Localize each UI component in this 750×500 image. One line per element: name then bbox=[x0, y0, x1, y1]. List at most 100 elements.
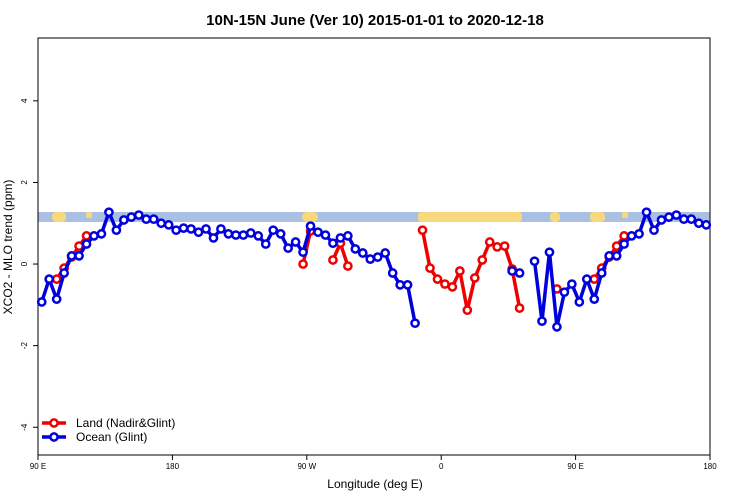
point bbox=[74, 251, 84, 261]
point bbox=[156, 218, 167, 229]
land-patch bbox=[52, 212, 66, 222]
plot-frame bbox=[37, 37, 711, 456]
point bbox=[604, 251, 615, 261]
x-tick-label: 90 W bbox=[297, 462, 316, 471]
point bbox=[335, 233, 346, 243]
point bbox=[559, 287, 570, 298]
point bbox=[96, 229, 107, 239]
point bbox=[305, 221, 316, 231]
point bbox=[36, 297, 47, 307]
point bbox=[581, 274, 592, 284]
point bbox=[664, 212, 674, 222]
point bbox=[343, 261, 353, 271]
point bbox=[686, 214, 697, 225]
point bbox=[492, 242, 503, 252]
point bbox=[656, 215, 667, 225]
y-tick-label: 2 bbox=[20, 180, 29, 185]
point bbox=[186, 224, 196, 234]
point bbox=[201, 224, 211, 234]
point bbox=[357, 248, 368, 258]
series-line bbox=[40, 210, 707, 329]
legend-label: Land (Nadir&Glint) bbox=[76, 416, 175, 430]
land-patch bbox=[590, 212, 605, 222]
point bbox=[679, 214, 689, 225]
x-tick-label: 180 bbox=[703, 462, 717, 471]
point bbox=[507, 266, 517, 276]
point bbox=[477, 255, 488, 265]
point bbox=[440, 279, 450, 289]
point bbox=[619, 231, 629, 241]
land-patch bbox=[550, 212, 560, 222]
point bbox=[328, 255, 338, 265]
map-strip bbox=[38, 212, 710, 222]
point bbox=[328, 238, 338, 249]
point bbox=[402, 280, 413, 290]
point bbox=[268, 225, 279, 236]
point bbox=[417, 225, 428, 236]
point bbox=[148, 214, 159, 225]
point bbox=[514, 303, 525, 313]
y-tick-label: -4 bbox=[20, 423, 29, 431]
point bbox=[253, 231, 264, 241]
point bbox=[290, 237, 301, 247]
legend-marker bbox=[49, 418, 59, 428]
point bbox=[626, 231, 637, 241]
x-tick-label: 90 E bbox=[30, 462, 46, 471]
point bbox=[462, 305, 473, 316]
legend-marker bbox=[49, 432, 59, 442]
point bbox=[395, 280, 405, 290]
point bbox=[350, 244, 361, 254]
land-patch bbox=[86, 212, 92, 218]
point bbox=[619, 239, 629, 249]
point bbox=[596, 268, 607, 278]
x-tick-label: 90 E bbox=[567, 462, 583, 471]
point bbox=[589, 294, 600, 304]
point bbox=[178, 223, 189, 233]
legend-label: Ocean (Glint) bbox=[76, 430, 147, 444]
point bbox=[537, 316, 547, 327]
point bbox=[574, 297, 585, 307]
point bbox=[59, 268, 69, 278]
point bbox=[634, 229, 644, 239]
point bbox=[126, 212, 137, 222]
point bbox=[671, 210, 682, 220]
x-tick-label: 180 bbox=[166, 462, 180, 471]
point bbox=[484, 237, 495, 247]
point bbox=[119, 215, 129, 225]
point bbox=[469, 273, 480, 283]
point bbox=[193, 227, 204, 238]
point bbox=[141, 214, 152, 225]
point bbox=[133, 210, 144, 220]
point bbox=[260, 239, 271, 249]
point bbox=[432, 274, 443, 284]
point bbox=[410, 318, 420, 329]
point bbox=[298, 247, 308, 258]
point bbox=[275, 229, 286, 239]
point bbox=[223, 229, 234, 239]
x-axis-label: Longitude (deg E) bbox=[327, 477, 422, 491]
point bbox=[245, 228, 256, 238]
point bbox=[81, 231, 92, 241]
point bbox=[208, 233, 219, 243]
chart-title: 10N-15N June (Ver 10) 2015-01-01 to 2020… bbox=[206, 12, 544, 29]
point bbox=[365, 254, 376, 264]
point bbox=[380, 248, 391, 258]
point bbox=[171, 225, 181, 236]
ocean-strip bbox=[38, 212, 710, 222]
point bbox=[514, 268, 525, 278]
point bbox=[66, 251, 77, 261]
point bbox=[283, 243, 293, 253]
point bbox=[111, 225, 122, 236]
point bbox=[499, 241, 510, 251]
land-patch bbox=[418, 212, 522, 222]
point bbox=[163, 220, 174, 230]
point bbox=[298, 259, 308, 269]
point bbox=[238, 230, 249, 240]
y-tick-label: 4 bbox=[20, 98, 29, 103]
point bbox=[387, 268, 398, 278]
land-patch bbox=[302, 212, 318, 222]
point bbox=[589, 274, 600, 284]
point bbox=[51, 294, 62, 304]
point bbox=[641, 207, 652, 218]
